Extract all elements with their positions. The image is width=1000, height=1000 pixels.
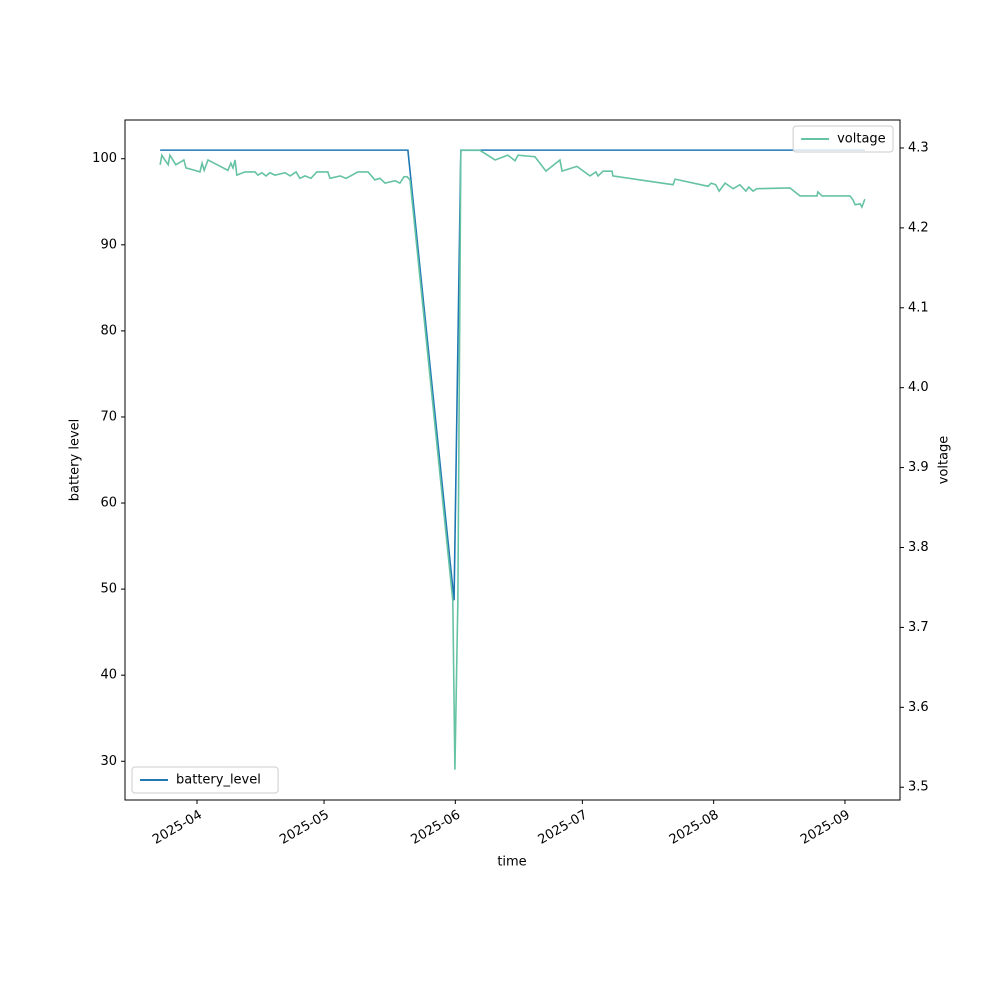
y2-tick-label: 4.1 [908,300,929,315]
y-tick-label: 70 [100,409,117,424]
y-tick-label: 30 [100,754,117,769]
y2-tick-label: 3.7 [908,620,929,635]
y-tick-label: 90 [100,237,117,252]
x-tick-label: 2025-09 [798,808,853,848]
x-tick-label: 2025-07 [536,808,591,848]
x-tick-label: 2025-05 [277,808,332,848]
y2-tick-label: 4.3 [908,140,929,155]
x-tick-label: 2025-08 [667,808,722,848]
x-tick-label: 2025-04 [150,808,205,848]
y-tick-label: 40 [100,668,117,683]
y2-tick-label: 3.8 [908,540,929,555]
y2-tick-label: 3.6 [908,700,929,715]
y2-tick-label: 3.5 [908,780,929,795]
x-axis-label: time [497,855,526,870]
line-series [159,149,866,770]
y-tick-label: 60 [100,496,117,511]
legend-label: voltage [837,132,886,147]
y2-tick-label: 3.9 [908,460,929,475]
x-tick-label: 2025-06 [409,808,464,848]
line-series [160,149,865,601]
y2-tick-label: 4.0 [908,380,929,395]
plot-frame [124,119,901,801]
y-axis-label: battery level [68,419,83,502]
legend-label: battery_level [176,773,261,788]
y-tick-label: 100 [92,151,117,166]
y2-tick-label: 4.2 [908,220,929,235]
y-tick-label: 80 [100,323,117,338]
y-tick-label: 50 [100,582,117,597]
legend-box [131,766,279,794]
y2-axis-label: voltage [937,436,952,485]
legend-box [792,125,894,153]
